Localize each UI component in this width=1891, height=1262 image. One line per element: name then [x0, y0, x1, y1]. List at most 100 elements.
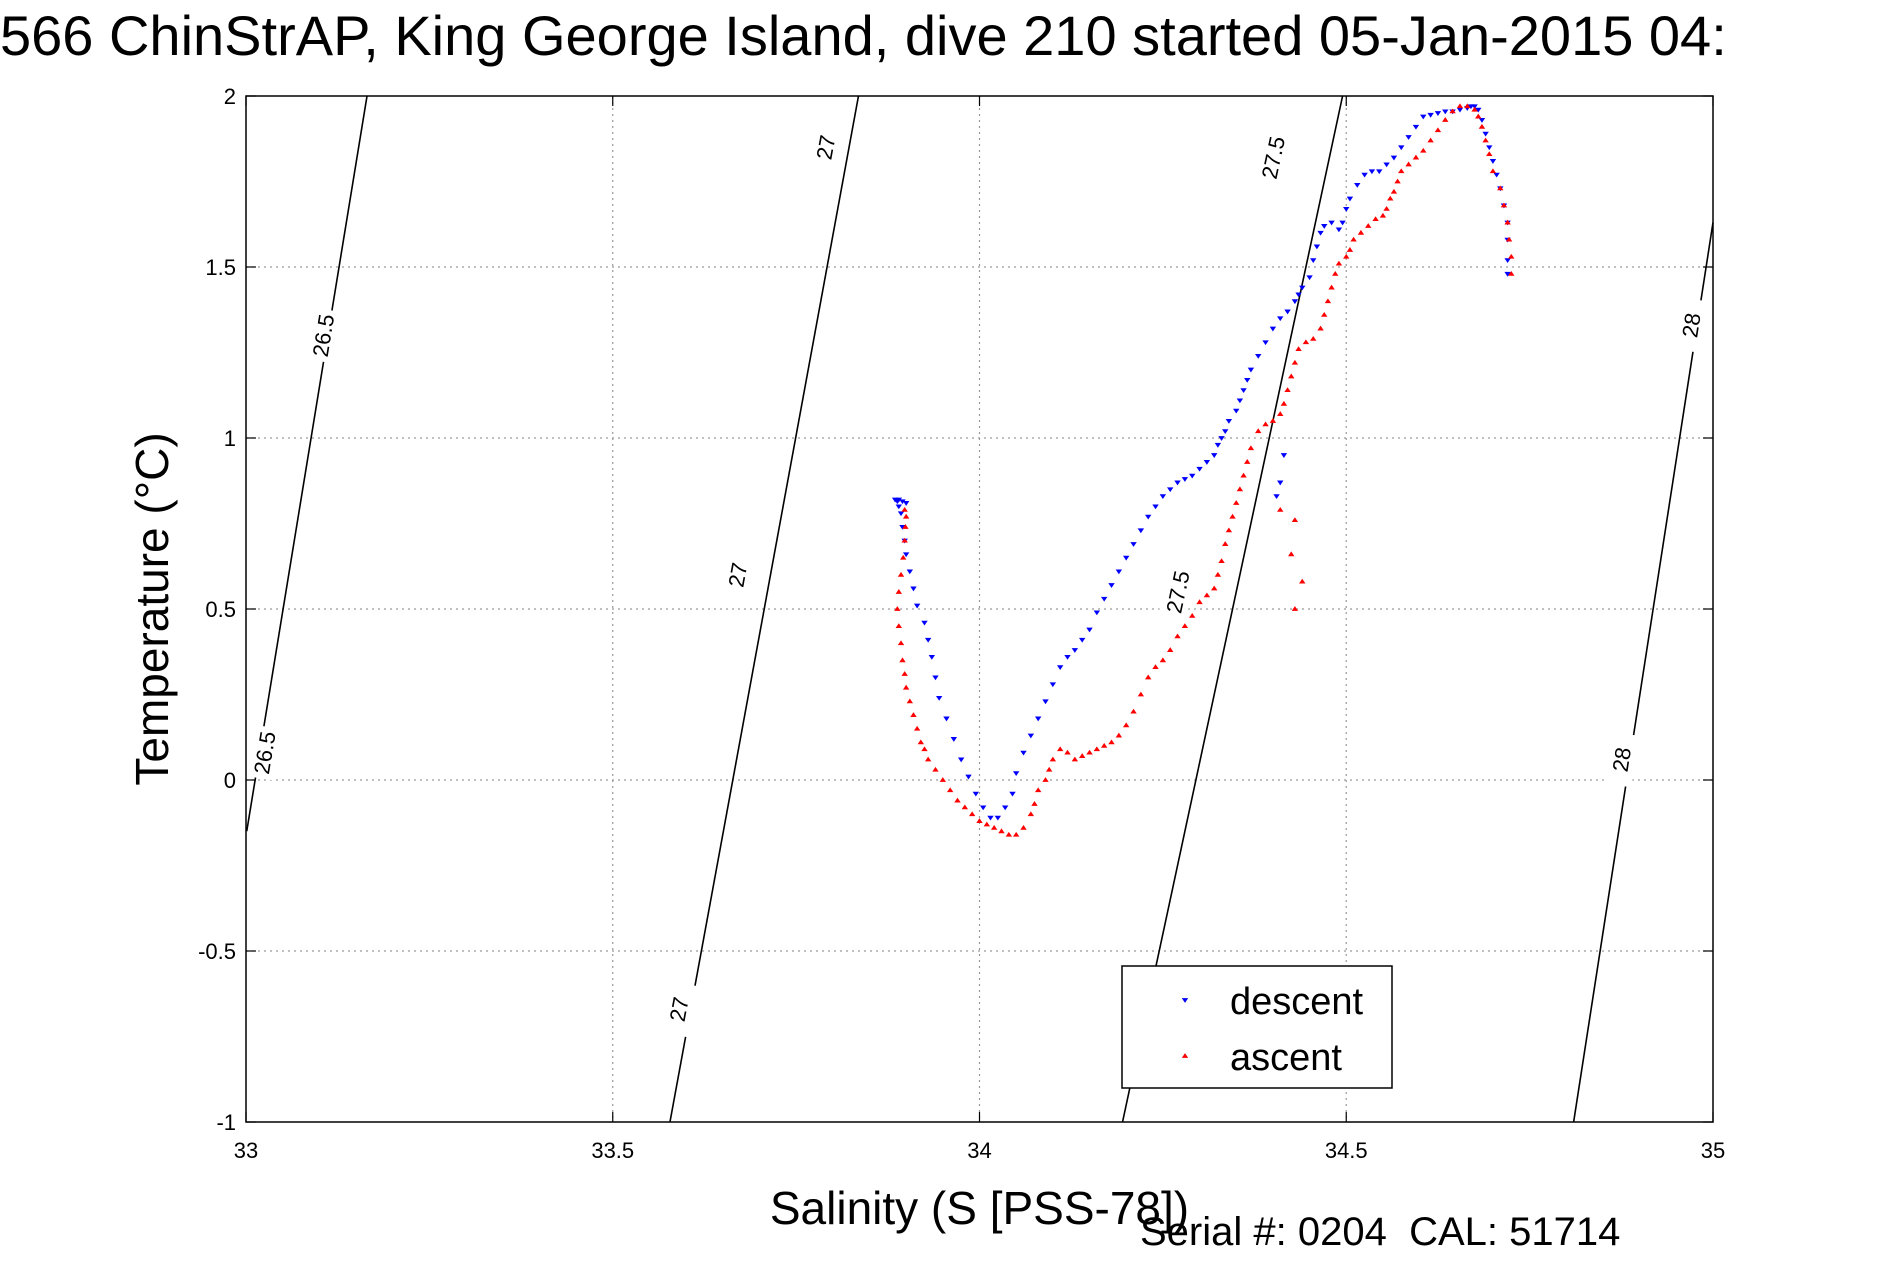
- ascent-point: [1049, 756, 1057, 762]
- ascent-point: [1482, 137, 1489, 143]
- descent-point: [1277, 480, 1284, 486]
- descent-point: [1335, 227, 1343, 233]
- ascent-point: [1056, 746, 1064, 752]
- x-axis-ticks: 33 33.5 34 34.5 35: [234, 96, 1725, 1163]
- ascent-point: [1427, 137, 1434, 143]
- descent-point: [994, 815, 1002, 821]
- descent-point: [1313, 244, 1321, 250]
- y-tick-label: -0.5: [198, 939, 236, 964]
- ascent-point: [1302, 339, 1310, 345]
- ascent-point: [902, 684, 910, 690]
- y-axis-label: Temperature (°C): [126, 432, 178, 785]
- descent-point: [899, 499, 906, 505]
- descent-point: [1478, 118, 1486, 123]
- x-tick-label: 34.5: [1325, 1138, 1368, 1163]
- ascent-point: [895, 623, 903, 629]
- ascent-point: [1145, 674, 1152, 680]
- ascent-point: [1137, 691, 1145, 697]
- ascent-point: [1504, 219, 1511, 225]
- descent-point: [1299, 285, 1306, 291]
- ascent-point: [1108, 739, 1115, 745]
- contour-label-gap: [718, 546, 756, 603]
- descent-point: [1376, 169, 1383, 175]
- chart-title: 566 ChinStrAP, King George Island, dive …: [0, 4, 1727, 67]
- ascent-point: [1449, 108, 1456, 114]
- ascent-point: [1328, 284, 1335, 290]
- ascent-point: [897, 571, 905, 577]
- ascent-point: [924, 756, 932, 762]
- y-tick-label: 0: [224, 768, 236, 793]
- contour-label: 28: [1677, 311, 1705, 339]
- descent-point: [1255, 354, 1262, 359]
- descent-point: [1493, 172, 1500, 178]
- ascent-point: [1390, 188, 1398, 194]
- descent-point: [1269, 326, 1277, 332]
- ascent-point: [1291, 606, 1299, 611]
- ascent-point: [1222, 541, 1229, 546]
- descent-point: [932, 675, 939, 681]
- legend-descent-marker: [1181, 998, 1189, 1003]
- descent-point: [1225, 418, 1233, 424]
- ascent-point: [1086, 749, 1093, 755]
- descent-point: [1130, 542, 1137, 547]
- descent-point: [1115, 569, 1123, 575]
- descent-point: [1203, 460, 1211, 465]
- ascent-point: [1508, 253, 1515, 259]
- descent-point: [1167, 487, 1174, 493]
- descent-point: [1467, 104, 1475, 110]
- descent-point: [1214, 442, 1222, 448]
- ascent-point: [901, 537, 908, 543]
- ascent-point: [1317, 325, 1324, 331]
- ascent-point: [902, 513, 910, 519]
- y-tick-label: 0.5: [205, 597, 236, 622]
- ascent-point: [1159, 657, 1167, 663]
- y-tick-label: 1: [224, 426, 236, 451]
- descent-point: [1390, 155, 1398, 161]
- ascent-point: [1064, 749, 1071, 755]
- ascent-point: [1240, 472, 1247, 478]
- descent-point: [1486, 145, 1493, 151]
- ascent-point: [910, 712, 917, 717]
- descent-point: [1354, 183, 1361, 188]
- ascent-point: [1189, 612, 1196, 618]
- ascent-point: [1412, 154, 1420, 160]
- descent-point: [1328, 220, 1335, 226]
- descent-point: [1001, 805, 1009, 811]
- contour-label: 28: [1608, 746, 1636, 774]
- ascent-point: [1291, 359, 1299, 365]
- ascent-point: [1093, 746, 1101, 752]
- legend-box: [1121, 965, 1393, 1089]
- ascent-point: [1350, 236, 1357, 242]
- descent-point: [1145, 514, 1152, 520]
- descent-point: [1280, 453, 1288, 458]
- ascent-point: [1262, 421, 1269, 427]
- descent-point: [1181, 477, 1189, 482]
- ascent-point: [1383, 205, 1390, 211]
- ascent-point: [1247, 445, 1255, 451]
- descent-point: [1306, 275, 1313, 281]
- ascent-point: [939, 777, 947, 782]
- descent-point: [1240, 388, 1247, 393]
- descent-point: [1093, 610, 1101, 616]
- ascent-point: [1196, 599, 1203, 605]
- ascent-point: [894, 606, 901, 611]
- descent-point: [924, 637, 932, 643]
- y-tick-label: 1.5: [205, 255, 236, 280]
- ascent-point: [1478, 123, 1486, 129]
- descent-point: [1277, 316, 1284, 322]
- ascent-point: [1497, 185, 1504, 191]
- descent-point: [1020, 750, 1027, 756]
- descent-point: [1034, 716, 1042, 722]
- ascent-point: [1203, 592, 1211, 598]
- ascent-point: [954, 797, 961, 803]
- descent-point: [987, 815, 994, 821]
- ascent-point: [1398, 168, 1405, 174]
- descent-point: [1339, 220, 1346, 226]
- ascent-point: [1255, 428, 1262, 434]
- ascent-point: [1277, 411, 1284, 416]
- ascent-point: [901, 506, 908, 512]
- ascent-point: [1505, 236, 1513, 242]
- ascent-point: [1167, 647, 1174, 652]
